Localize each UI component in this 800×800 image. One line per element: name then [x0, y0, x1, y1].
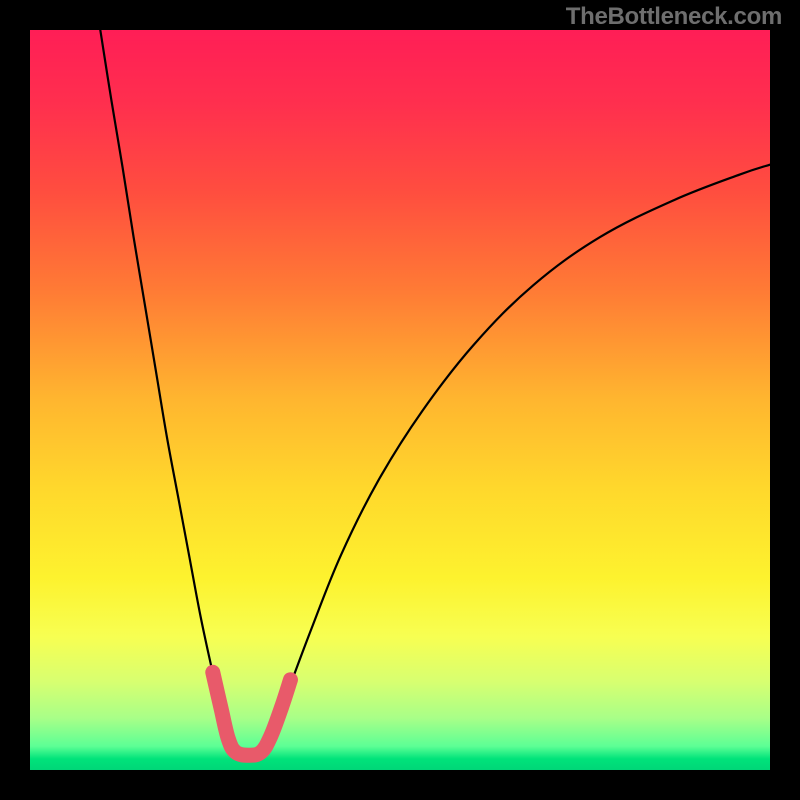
chart-container: TheBottleneck.com	[0, 0, 800, 800]
gradient-plot-area	[30, 30, 770, 770]
bottleneck-chart-svg	[0, 0, 800, 800]
